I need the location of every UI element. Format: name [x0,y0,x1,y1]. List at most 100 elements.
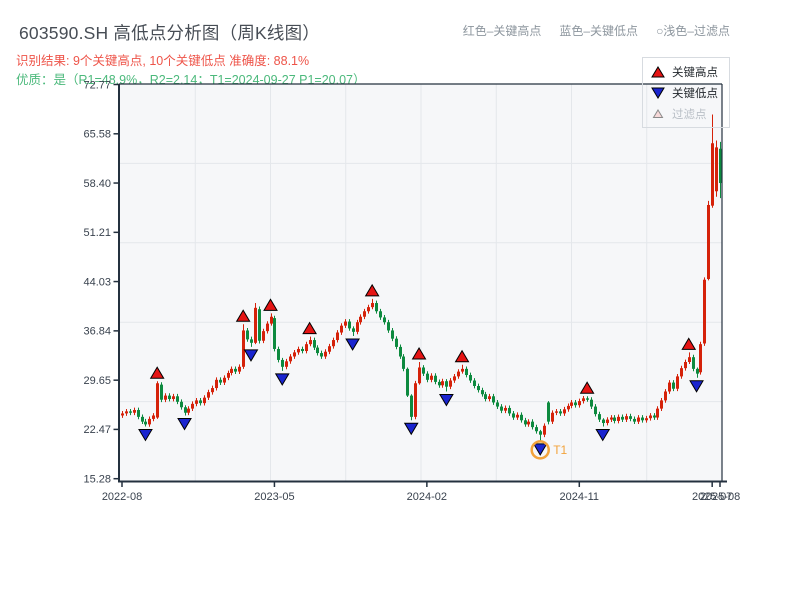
candle-body [582,398,585,402]
candle-body [692,357,695,369]
candle-body [215,379,218,389]
candle-body [672,382,675,389]
key-high-marker [411,347,427,360]
candle-body [629,416,632,419]
candle-body [324,351,327,357]
key-low-marker [345,338,360,351]
legend-label-key-high: 关键高点 [672,66,718,79]
key-low-marker [595,428,611,442]
key-low-marker [439,393,454,407]
candle-body [356,322,359,332]
candle-body [707,204,710,280]
candle-body [180,401,183,408]
header-legend-key-low: 蓝色–关键低点 [559,24,639,38]
candle-body [645,418,648,421]
candle-body [168,395,171,400]
candle-body [496,402,499,407]
candle-body [555,411,558,413]
candle-body [598,414,601,420]
legend-item-key-low: 关键低点 [643,82,729,103]
candle-body [531,421,534,428]
key-high-marker [454,349,470,363]
candle-body [152,415,155,419]
candle-body [602,419,605,424]
candle-body [520,414,523,421]
x-tick-label: 2025-07 [692,491,732,503]
candle-body [578,401,581,406]
candle-body [699,344,702,373]
candle-body [176,396,179,402]
candle-body [359,316,362,323]
key-high-marker [579,381,595,394]
candle-body [305,344,308,352]
legend-item-key-high: 关键高点 [643,61,729,82]
candle-body [606,419,609,424]
candle-body [137,409,140,417]
candle-body [441,381,444,386]
key-high-marker [149,366,165,379]
candle-body [524,420,527,425]
candle-body [332,340,335,347]
key-low-marker [177,417,192,431]
candle-body [457,371,460,377]
candle-body [481,390,484,395]
chart-legend: 关键高点 关键低点 过滤点 [642,57,730,128]
legend-label-filtered: 过滤点 [672,108,707,121]
candle-body [543,425,546,435]
candle-body [250,339,253,343]
candle-body [594,406,597,415]
candle-body [187,408,190,413]
candle-body [715,147,718,192]
candle-body [590,399,593,407]
candle-body [238,366,241,372]
candle-body [574,402,577,406]
y-tick-label: 51.21 [83,227,111,239]
candle-body [617,416,620,421]
candle-body [234,368,237,372]
candle-body [195,400,198,404]
recognition-result-line: 识别结果: 9个关键高点, 10个关键低点 准确度: 88.1% [16,54,310,68]
candle-body [352,328,355,332]
candle-body [422,367,425,374]
candle-body [144,421,147,425]
candle-body [696,368,699,374]
candle-body [445,381,448,387]
key-low-marker [403,422,419,436]
candle-body [610,417,613,420]
candle-body [567,405,570,410]
legend-item-filtered: 过滤点 [643,103,729,124]
candle-body [391,330,394,339]
candle-body [649,415,652,419]
y-tick-label: 15.28 [83,474,111,486]
candle-body [676,376,679,389]
candle-body [297,348,300,353]
candle-body [340,325,343,333]
y-tick-label: 58.40 [83,178,111,190]
x-tick-label: 2022-08 [102,491,142,503]
candle-body [586,398,589,400]
candle-body [488,396,491,400]
candle-body [719,148,722,184]
candle-body [664,391,667,401]
candle-body [281,359,284,367]
candle-body [133,409,136,413]
candle-body [148,418,151,425]
candle-body [301,348,304,352]
candle-body [410,395,413,417]
key-high-triangle-icon [651,65,665,77]
candle-body [430,375,433,380]
candle-body [320,353,323,357]
x-tick-label: 2025-08 [700,491,740,503]
key-low-marker [689,380,704,393]
candle-body [621,416,624,420]
candle-body [191,403,194,409]
candle-body [539,431,542,435]
candle-body [406,368,409,396]
candle-body [637,417,640,422]
candle-body [309,340,312,345]
y-tick-label: 29.65 [83,375,111,387]
y-tick-label: 44.03 [83,276,111,288]
candle-body [219,379,222,383]
candle-body [516,414,519,418]
